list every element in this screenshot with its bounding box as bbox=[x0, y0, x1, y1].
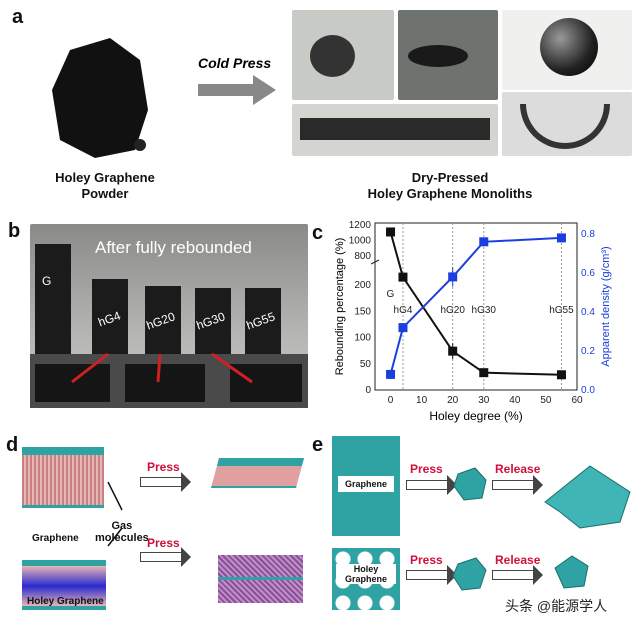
holey-sheet-illustration: Holey Graphene bbox=[332, 548, 400, 610]
axis-break-mark bbox=[370, 259, 380, 265]
reference-label: hG55 bbox=[549, 305, 574, 316]
sample-label: G bbox=[42, 274, 52, 288]
holey-graphene-label: Holey Graphene bbox=[27, 596, 104, 607]
press-arrow-icon bbox=[406, 565, 457, 585]
gas-line: Gas bbox=[111, 520, 133, 532]
x-tick-label: 60 bbox=[571, 395, 583, 406]
release-label: Release bbox=[495, 553, 541, 567]
release-arrow-icon bbox=[492, 475, 543, 495]
data-point bbox=[479, 368, 489, 378]
data-point bbox=[386, 227, 396, 237]
release-arrow-icon bbox=[492, 565, 543, 585]
crumpled-graphene-icon bbox=[453, 467, 487, 501]
release-label: Release bbox=[495, 462, 541, 476]
crumpled-holey-graphene-icon bbox=[452, 557, 487, 591]
thin-disc-photo bbox=[398, 10, 498, 100]
y-tick-label: 1000 bbox=[349, 236, 372, 247]
disc-photo bbox=[292, 10, 394, 100]
holey-line: Holey bbox=[353, 564, 379, 574]
press-arrow-icon bbox=[140, 472, 191, 492]
y-tick-label: 100 bbox=[354, 333, 371, 344]
x-tick-label: 50 bbox=[540, 395, 552, 406]
x-axis-label: Holey degree (%) bbox=[429, 409, 522, 423]
press-label: Press bbox=[410, 462, 443, 476]
panel-e-label: e bbox=[312, 434, 324, 456]
x-tick-label: 30 bbox=[478, 395, 490, 406]
x-tick-label: 20 bbox=[447, 395, 459, 406]
data-point bbox=[448, 272, 458, 282]
press-label: Press bbox=[147, 460, 180, 474]
graphene-stack-illustration bbox=[22, 447, 104, 508]
y2-axis-label: Apparent density (g/cm³) bbox=[600, 246, 612, 366]
y2-tick-label: 0.8 bbox=[581, 229, 595, 240]
data-point bbox=[398, 272, 408, 282]
caption-line: Powder bbox=[81, 186, 129, 201]
monolith-caption: Dry-Pressed Holey Graphene Monoliths bbox=[330, 170, 570, 202]
y-tick-label: 0 bbox=[365, 385, 371, 396]
hemisphere-photo bbox=[502, 92, 632, 156]
data-point bbox=[448, 346, 458, 356]
graphene-sheet-illustration: Graphene bbox=[332, 436, 400, 536]
data-point bbox=[556, 233, 566, 243]
data-point bbox=[386, 369, 396, 379]
y2-tick-label: 0.6 bbox=[581, 268, 595, 279]
caption-line: Holey Graphene bbox=[55, 170, 155, 185]
pointer-lines-icon bbox=[107, 481, 123, 547]
caption-line: Holey Graphene Monoliths bbox=[367, 186, 533, 201]
panel-d-label: d bbox=[6, 434, 19, 456]
press-arrow-icon bbox=[140, 547, 191, 567]
panel-a-label: a bbox=[12, 6, 24, 28]
press-label: Press bbox=[147, 536, 180, 550]
powder-caption: Holey Graphene Powder bbox=[35, 170, 175, 202]
powder-photo bbox=[40, 20, 160, 165]
y-axis-label: Rebounding percentage (%) bbox=[334, 238, 346, 376]
watermark: 头条 @能源学人 bbox=[505, 598, 608, 614]
series-line bbox=[389, 231, 562, 376]
compressed-graphene-illustration bbox=[210, 458, 305, 488]
y-tick-label: 800 bbox=[354, 251, 371, 262]
compressed-holey-graphene-illustration bbox=[218, 555, 303, 603]
red-arrows-icon bbox=[71, 352, 253, 384]
plot-frame bbox=[374, 222, 578, 391]
rebound-title: After fully rebounded bbox=[95, 238, 252, 257]
gas-molecules-label: Gas molecules bbox=[95, 520, 149, 544]
caption-line: Dry-Pressed bbox=[411, 170, 489, 185]
gas-line: molecules bbox=[95, 532, 149, 544]
y2-tick-label: 0.2 bbox=[581, 346, 595, 357]
graphene-sheet-label: Graphene bbox=[338, 476, 394, 492]
y2-tick-label: 0.0 bbox=[581, 385, 595, 396]
data-point bbox=[556, 370, 566, 380]
press-label: Press bbox=[410, 553, 443, 567]
graphene-label: Graphene bbox=[32, 533, 79, 544]
holey-line: Graphene bbox=[344, 574, 387, 584]
x-tick-label: 40 bbox=[509, 395, 521, 406]
rebound-density-chart: hG4 hG20 hG30 hG55 G 0 10 20 30 40 50 60 0 50 100 150 20… bbox=[334, 220, 612, 423]
y2-tick-label: 0.4 bbox=[581, 307, 595, 318]
sphere-photo bbox=[502, 10, 632, 90]
holey-graphene-stack-illustration bbox=[22, 560, 106, 610]
reference-label: hG20 bbox=[440, 305, 465, 316]
y-tick-label: 50 bbox=[360, 359, 372, 370]
y-tick-label: 1200 bbox=[349, 220, 372, 231]
g-label: G bbox=[387, 289, 395, 300]
released-graphene-icon bbox=[544, 465, 631, 529]
data-point bbox=[398, 323, 408, 333]
x-tick-label: 10 bbox=[416, 395, 428, 406]
y-tick-label: 200 bbox=[354, 280, 371, 291]
released-holey-graphene-icon bbox=[554, 555, 589, 589]
data-point bbox=[479, 237, 489, 247]
reference-label: hG4 bbox=[394, 305, 413, 316]
x-tick-label: 0 bbox=[388, 395, 394, 406]
holey-sheet-label: Holey Graphene bbox=[336, 564, 396, 584]
panel-b-label: b bbox=[8, 220, 21, 242]
bar-photo bbox=[292, 104, 498, 156]
cold-press-label: Cold Press bbox=[198, 55, 272, 71]
y-tick-label: 150 bbox=[354, 306, 371, 317]
panel-c-label: c bbox=[312, 222, 324, 244]
rebound-photo: After fully rebounded G hG4 hG20 hG30 hG… bbox=[30, 224, 308, 408]
reference-label: hG30 bbox=[472, 305, 497, 316]
cold-press-arrow-icon bbox=[198, 75, 276, 105]
press-arrow-icon bbox=[406, 475, 457, 495]
